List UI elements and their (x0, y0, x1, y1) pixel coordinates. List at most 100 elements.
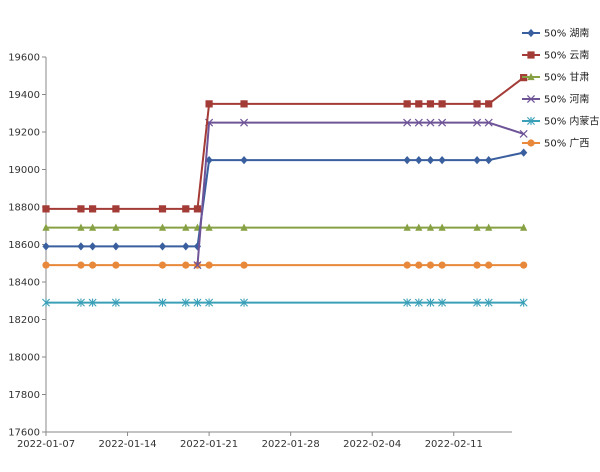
data-point (485, 156, 493, 165)
x-tick-label: 2022-02-11 (425, 439, 483, 450)
data-point (415, 100, 423, 108)
series-5 (42, 298, 528, 307)
data-point (520, 261, 528, 269)
data-point (473, 223, 481, 231)
legend: 50% 湖南 50% 云南 50% 甘肃 50% 河南 50% 内蒙古 50% 广西 (522, 27, 599, 150)
data-point (77, 223, 85, 231)
data-point (158, 205, 167, 213)
y-tick-label: 19400 (8, 90, 40, 101)
y-tick-label: 18200 (8, 315, 40, 326)
data-point (240, 118, 249, 127)
data-point (77, 261, 85, 269)
legend-marker (527, 72, 535, 81)
data-point (77, 205, 85, 213)
data-point (181, 298, 190, 307)
data-point (519, 129, 528, 138)
data-point (112, 261, 120, 269)
data-point (158, 298, 167, 307)
data-point (415, 261, 423, 269)
data-point (89, 223, 97, 231)
data-point (193, 261, 202, 270)
legend-marker (526, 94, 536, 104)
data-point (485, 100, 493, 108)
data-point (403, 298, 412, 307)
series-layer (42, 74, 528, 307)
legend-label: 50% 甘肃 (544, 71, 589, 84)
data-point (438, 118, 447, 127)
y-tick-label: 17600 (8, 428, 40, 439)
data-point (193, 205, 202, 213)
data-point (158, 223, 167, 231)
data-point (415, 156, 423, 165)
axes: 17600 17800 18000 18200 18400 18600 18800 19000… (8, 53, 512, 450)
data-point (42, 205, 50, 213)
data-point (426, 261, 435, 269)
data-point (473, 100, 481, 108)
data-point (89, 261, 97, 269)
data-point (438, 298, 447, 307)
series-6 (42, 261, 528, 269)
legend-label: 50% 内蒙古 (544, 115, 599, 128)
data-point (484, 118, 493, 127)
data-point (426, 223, 435, 231)
data-point (415, 223, 423, 231)
y-tick-label: 18600 (8, 240, 40, 251)
x-tick-label: 2022-02-04 (343, 439, 401, 450)
x-tick-label: 2022-01-28 (262, 439, 320, 450)
y-tick-label: 18000 (8, 353, 40, 364)
data-point (182, 205, 190, 213)
data-point (205, 100, 213, 108)
legend-item: 50% 湖南 (522, 27, 589, 40)
data-point (520, 223, 528, 231)
series-4 (193, 118, 528, 270)
data-point (403, 100, 411, 108)
legend-item: 50% 广西 (522, 138, 589, 150)
legend-item: 50% 河南 (522, 93, 589, 106)
series-3 (42, 223, 528, 231)
data-point (42, 223, 50, 231)
legend-label: 50% 广西 (544, 138, 589, 150)
data-point (42, 261, 50, 269)
data-point (112, 223, 120, 231)
x-tick-label: 2022-01-21 (180, 439, 238, 450)
data-point (89, 205, 97, 213)
y-tick-label: 19000 (8, 165, 40, 176)
data-point (403, 156, 411, 165)
y-tick-label: 17800 (8, 390, 40, 401)
data-point (403, 223, 411, 231)
legend-item: 50% 内蒙古 (522, 115, 599, 128)
data-point (112, 242, 120, 251)
data-point (484, 298, 493, 307)
data-point (520, 148, 528, 157)
data-point (240, 100, 248, 108)
data-point (473, 118, 482, 127)
y-tick-label: 19600 (8, 53, 40, 64)
x-tick-label: 2022-01-07 (17, 439, 75, 450)
data-point (519, 298, 528, 307)
data-point (473, 261, 481, 269)
data-point (42, 242, 50, 251)
data-point (193, 298, 202, 307)
data-point (438, 261, 446, 269)
legend-marker (527, 116, 535, 126)
data-point (182, 261, 190, 269)
data-point (473, 156, 481, 165)
data-point (438, 100, 446, 108)
data-point (205, 156, 213, 165)
data-point (485, 261, 493, 269)
data-point (426, 298, 435, 307)
data-point (438, 156, 446, 165)
data-point (158, 261, 167, 269)
data-point (240, 298, 249, 307)
data-point (473, 298, 482, 307)
data-point (182, 223, 190, 231)
data-point (77, 242, 85, 251)
data-point (426, 118, 435, 127)
data-point (88, 298, 97, 307)
legend-item: 50% 甘肃 (522, 71, 589, 84)
data-point (240, 223, 248, 231)
data-point (89, 242, 97, 251)
series-1 (42, 148, 528, 251)
data-point (76, 298, 85, 307)
